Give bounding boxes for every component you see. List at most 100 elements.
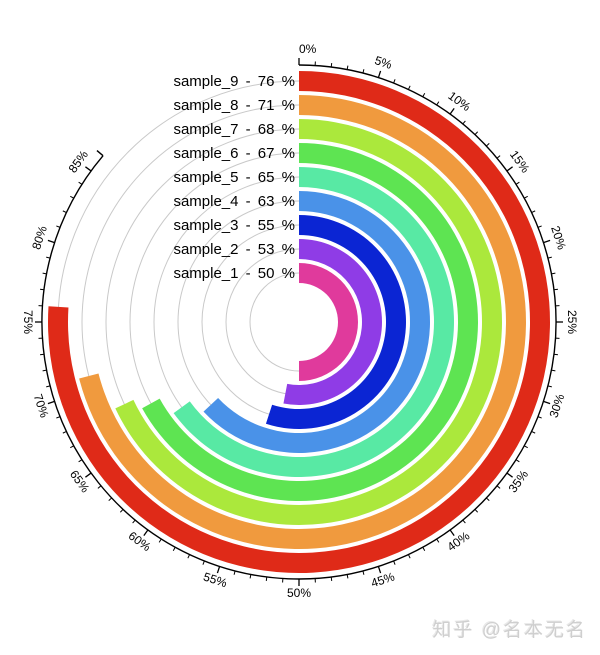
minor-tick [553,353,559,356]
minor-tick [547,256,552,259]
minor-tick [486,497,490,502]
angular-axis [35,58,563,586]
minor-tick [97,485,102,489]
major-tick [47,400,55,405]
minor-tick [346,65,349,70]
bars [48,71,551,573]
minor-tick [249,574,252,579]
tick-label-0pct: 0% [299,42,317,56]
major-tick [506,166,513,172]
major-tick [143,529,149,536]
tick-label-50pct: 50% [287,586,311,600]
minor-tick [362,69,365,74]
major-tick [47,239,55,244]
minor-tick [42,272,47,275]
minor-tick [42,369,47,372]
minor-tick [108,497,112,502]
minor-tick [474,509,479,513]
minor-tick [462,120,466,125]
series-label-sample_4: sample_4 - 63 % [173,193,295,210]
minor-tick [46,385,51,388]
minor-tick [70,195,75,199]
minor-tick [537,225,542,228]
major-tick [449,529,455,536]
minor-tick [78,181,83,185]
minor-tick [70,445,75,449]
minor-tick [39,288,45,291]
minor-tick [62,210,67,214]
minor-tick [56,225,61,228]
major-tick [85,472,92,478]
bar-sample_3 [265,215,407,429]
minor-tick [537,416,542,419]
minor-tick [436,101,440,106]
series-label-sample_6: sample_6 - 67 % [173,145,295,162]
minor-tick [158,538,162,543]
minor-tick [265,576,268,582]
minor-tick [496,485,501,489]
watermark: 知乎 @名本无名 [432,620,587,641]
major-tick [543,239,551,244]
series-label-sample_2: sample_2 - 53 % [173,241,295,258]
minor-tick [407,554,411,559]
minor-tick [393,79,396,84]
minor-tick [132,519,136,524]
minor-tick [474,131,479,135]
series-label-sample_9: sample_9 - 76 % [173,73,295,90]
minor-tick [39,353,45,356]
series-label-sample_1: sample_1 - 50 % [173,265,295,282]
major-tick [377,566,382,574]
minor-tick [330,62,333,68]
minor-tick [547,385,552,388]
minor-tick [515,459,520,463]
minor-tick [553,288,559,291]
minor-tick [523,445,528,449]
series-label-sample_8: sample_8 - 71 % [173,97,295,114]
major-tick [85,166,92,172]
series-label-sample_5: sample_5 - 65 % [173,169,295,186]
major-tick [543,400,551,405]
minor-tick [202,560,205,565]
minor-tick [78,459,83,463]
minor-tick [62,430,67,434]
series-labels: sample_1 - 50 % sample_2 - 53 % sample_3 -… [173,73,295,282]
minor-tick [531,430,536,434]
minor-tick [172,546,176,551]
minor-tick [551,272,556,275]
bar-sample_2 [283,239,383,406]
minor-tick [422,546,426,551]
tick-label-5pct: 5% [373,53,394,72]
minor-tick [233,570,236,575]
minor-tick [462,519,466,524]
minor-tick [46,256,51,259]
minor-tick [531,210,536,214]
bar-sample_4 [203,191,430,453]
minor-tick [346,574,349,579]
minor-tick [496,155,501,159]
minor-tick [515,181,520,185]
minor-tick [407,85,411,90]
tick-label-75pct: 75% [21,310,35,334]
bar-sample_1 [299,263,358,381]
tick-label-25pct: 25% [565,310,579,334]
axis-end-cap [96,149,104,157]
minor-tick [330,576,333,582]
series-label-sample_7: sample_7 - 68 % [173,121,295,138]
major-tick [216,566,221,574]
minor-tick [187,554,191,559]
series-label-sample_3: sample_3 - 55 % [173,217,295,234]
minor-tick [486,142,490,147]
minor-tick [523,195,528,199]
minor-tick [362,570,365,575]
minor-tick [119,509,124,513]
minor-tick [393,560,396,565]
minor-tick [551,369,556,372]
major-tick [449,108,455,115]
major-tick [377,70,382,78]
minor-tick [56,416,61,419]
minor-tick [436,538,440,543]
major-tick [506,472,513,478]
axis-arc [41,64,557,580]
